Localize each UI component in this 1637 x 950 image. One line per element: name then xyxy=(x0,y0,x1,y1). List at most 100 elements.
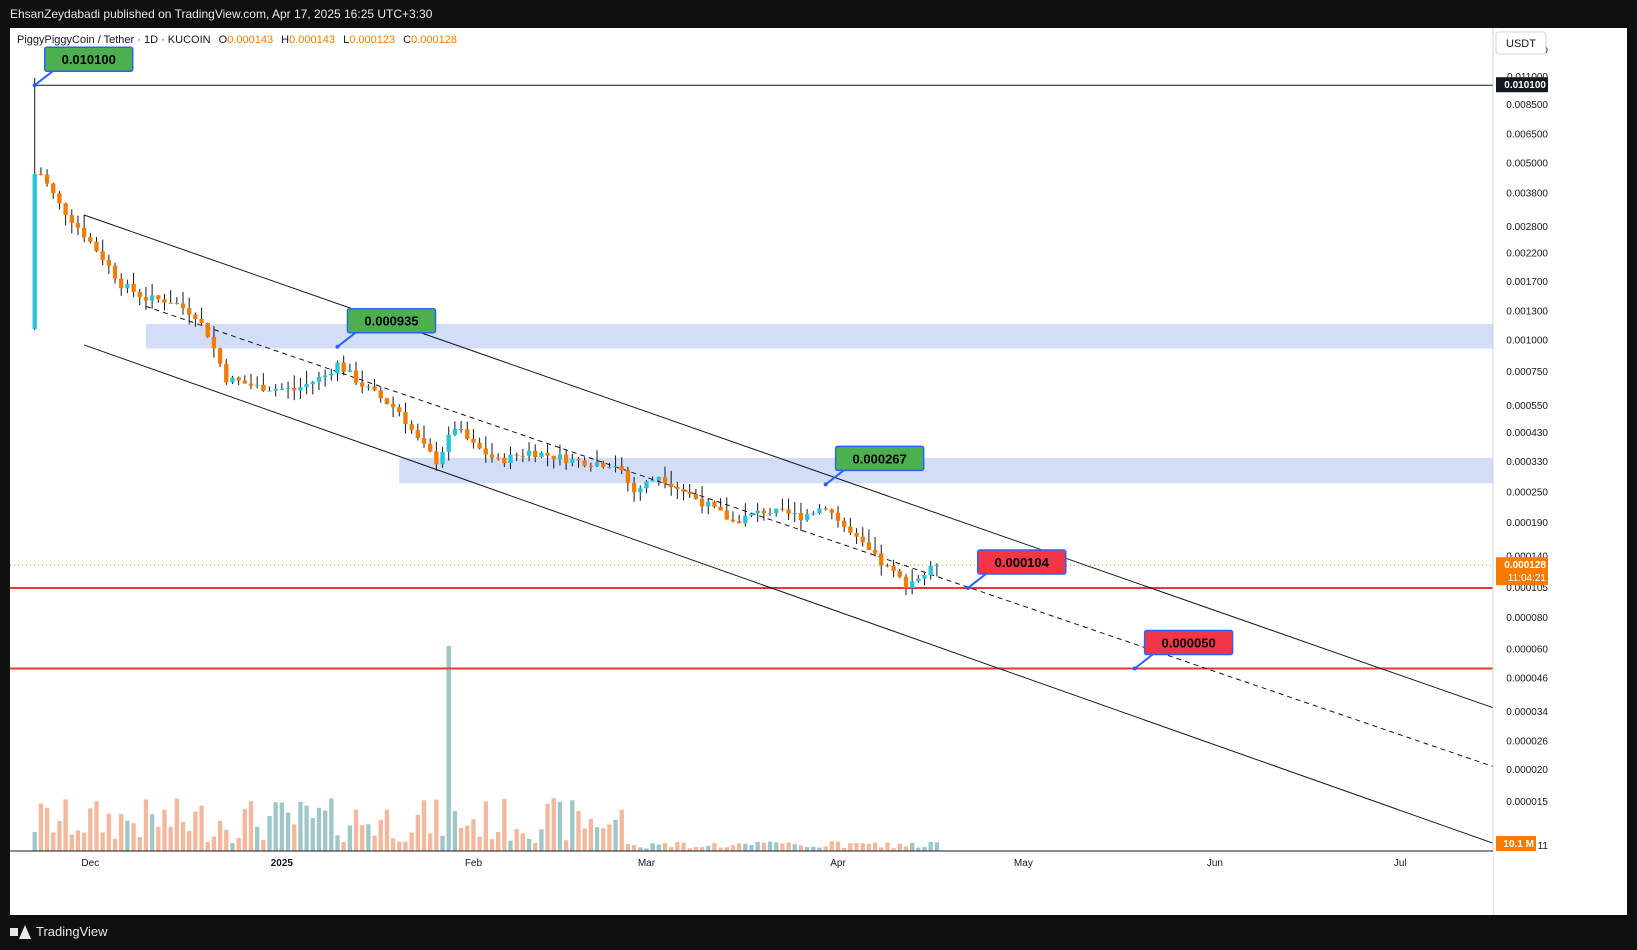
time-tick-label: Jun xyxy=(1207,858,1223,869)
volume-bar xyxy=(903,846,909,851)
price-tick-label: 0.000105 xyxy=(1506,583,1548,594)
price-axis[interactable] xyxy=(1493,28,1627,915)
candle-body xyxy=(545,452,550,456)
countdown-label: 11:04:21 xyxy=(1508,573,1547,584)
price-tick-label: 0.008500 xyxy=(1506,100,1548,111)
resistance-zone xyxy=(399,457,1494,484)
candle-body xyxy=(81,227,87,238)
volume-tag xyxy=(1496,836,1536,851)
callout-box[interactable] xyxy=(43,46,134,72)
volume-bar xyxy=(162,809,167,851)
volume-bar xyxy=(761,842,767,851)
candle-body xyxy=(557,454,563,460)
volume-bar xyxy=(397,841,402,851)
volume-bar xyxy=(514,829,519,851)
volume-bar xyxy=(755,841,760,851)
callout-box[interactable] xyxy=(346,307,437,334)
callout-anchor-dot xyxy=(965,586,970,591)
callout-label: 0.010100 xyxy=(62,52,116,67)
volume-bar xyxy=(434,799,439,851)
volume-bar xyxy=(304,805,309,851)
callout-box[interactable] xyxy=(1143,629,1234,656)
candle-body xyxy=(594,462,600,467)
tradingview-logo[interactable]: TradingView xyxy=(10,924,108,939)
volume-bar xyxy=(644,848,649,851)
price-tick-label: 0.006500 xyxy=(1506,130,1548,141)
candle-body xyxy=(44,174,50,184)
volume-bar xyxy=(736,843,742,851)
currency-box[interactable] xyxy=(1495,31,1547,55)
candle-body xyxy=(415,430,420,438)
price-tick-label: 0.000026 xyxy=(1506,736,1548,747)
callout-box[interactable] xyxy=(977,549,1067,575)
candle-body xyxy=(817,508,822,514)
callout-label: 0.000935 xyxy=(364,314,418,329)
candle-body xyxy=(38,174,44,176)
volume-bar xyxy=(378,820,383,851)
volume-bar xyxy=(631,845,637,851)
candle-body xyxy=(780,508,785,510)
volume-bar xyxy=(298,801,303,851)
ath-price-tag-label: 0.010100 xyxy=(1504,80,1546,91)
volume-bar xyxy=(860,843,865,851)
callout-label: 0.000267 xyxy=(853,451,907,466)
volume-bar xyxy=(520,833,526,851)
candle-body xyxy=(329,373,334,376)
volume-bar xyxy=(428,833,433,851)
volume-bar xyxy=(638,847,643,851)
price-tick-label: 0.002200 xyxy=(1506,249,1548,260)
callout-pointer xyxy=(336,331,357,348)
volume-bar xyxy=(180,821,186,851)
candle-body xyxy=(872,549,878,554)
candle-body xyxy=(514,454,519,456)
candle-body xyxy=(372,386,377,391)
volume-bar xyxy=(44,807,50,851)
volume-bar xyxy=(75,830,81,851)
footer-bar: TradingView xyxy=(0,915,1637,950)
candle-body xyxy=(267,390,272,392)
volume-bar xyxy=(329,798,334,851)
ath-price-tag xyxy=(1496,77,1548,93)
volume-bar xyxy=(199,805,204,851)
candle-body xyxy=(353,370,359,383)
candle-body xyxy=(224,363,229,383)
candle-body xyxy=(273,388,278,391)
candle-body xyxy=(730,519,736,522)
candle-body xyxy=(897,571,902,577)
volume-bar xyxy=(594,827,600,851)
volume-bar xyxy=(471,819,476,851)
candle-body xyxy=(310,381,315,384)
candle-body xyxy=(471,438,476,443)
candle-body xyxy=(693,494,699,499)
volume-bar xyxy=(656,844,661,851)
volume-bar xyxy=(88,808,93,851)
callout-pointer xyxy=(825,469,845,486)
candle-body xyxy=(421,437,427,444)
volume-bar xyxy=(681,842,686,851)
chart-frame: 0.010100 0.000935 0.000267 0.000104 0.000050… xyxy=(10,28,1627,915)
callout-anchor-dot xyxy=(823,482,828,487)
candle-body xyxy=(650,480,655,482)
callout-box[interactable] xyxy=(834,445,925,472)
candle-body xyxy=(718,506,723,511)
volume-bar xyxy=(100,832,105,851)
callout-anchor-dot xyxy=(32,83,37,88)
volume-bar xyxy=(255,826,260,851)
current-price-label: 0.000128 xyxy=(1504,560,1546,571)
candle-body xyxy=(835,512,841,521)
channel-midline xyxy=(145,305,1494,767)
candle-body xyxy=(428,443,433,452)
volume-bar xyxy=(384,809,390,851)
candle-body xyxy=(681,489,686,492)
candle-body xyxy=(199,318,204,323)
candle-body xyxy=(477,442,482,449)
time-axis[interactable] xyxy=(10,851,1493,915)
brand-label: TradingView xyxy=(36,924,108,939)
callout-pointer xyxy=(967,573,987,589)
volume-bar xyxy=(341,842,346,851)
volume-bar xyxy=(891,848,896,851)
volume-bar xyxy=(502,799,507,851)
chart-canvas[interactable]: 0.010100 0.000935 0.000267 0.000104 0.000050… xyxy=(10,28,1627,915)
candle-body xyxy=(88,237,93,242)
volume-bar xyxy=(322,810,328,851)
